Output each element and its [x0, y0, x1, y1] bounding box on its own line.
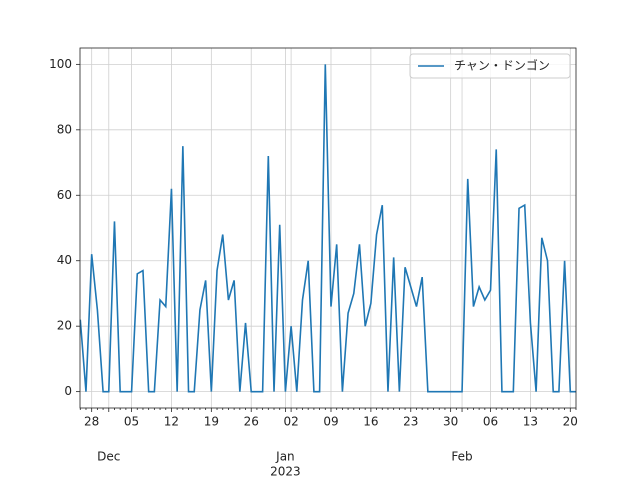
legend-label: チャン・ドンゴン [454, 58, 550, 73]
x-tick-label: 16 [363, 415, 378, 429]
y-tick-label: 80 [57, 122, 72, 136]
x-tick-label: 19 [204, 415, 219, 429]
x-tick-label: 20 [563, 415, 578, 429]
x-tick-label: 28 [84, 415, 99, 429]
month-label: Jan [275, 450, 295, 464]
x-tick-label: 30 [443, 415, 458, 429]
x-tick-label: 05 [124, 415, 139, 429]
month-label: Feb [451, 450, 472, 464]
axes-frame [79, 47, 577, 409]
x-tick-label: 06 [483, 415, 498, 429]
legend: チャン・ドンゴン [409, 53, 571, 79]
x-tick-label: 13 [523, 415, 538, 429]
y-tick-label: 0 [64, 384, 72, 398]
x-tick-label: 12 [164, 415, 179, 429]
year-label: 2023 [270, 465, 301, 479]
x-tick-label: 26 [244, 415, 259, 429]
x-tick-label: 02 [283, 415, 298, 429]
x-tick-label: 23 [403, 415, 418, 429]
data-line [79, 64, 576, 393]
y-tick-label: 40 [57, 253, 72, 267]
y-tick-label: 20 [57, 319, 72, 333]
y-tick-label: 60 [57, 188, 72, 202]
legend-box [409, 53, 571, 79]
month-label: Dec [97, 450, 120, 464]
x-tick-label: 09 [323, 415, 338, 429]
y-tick-label: 100 [49, 57, 72, 71]
